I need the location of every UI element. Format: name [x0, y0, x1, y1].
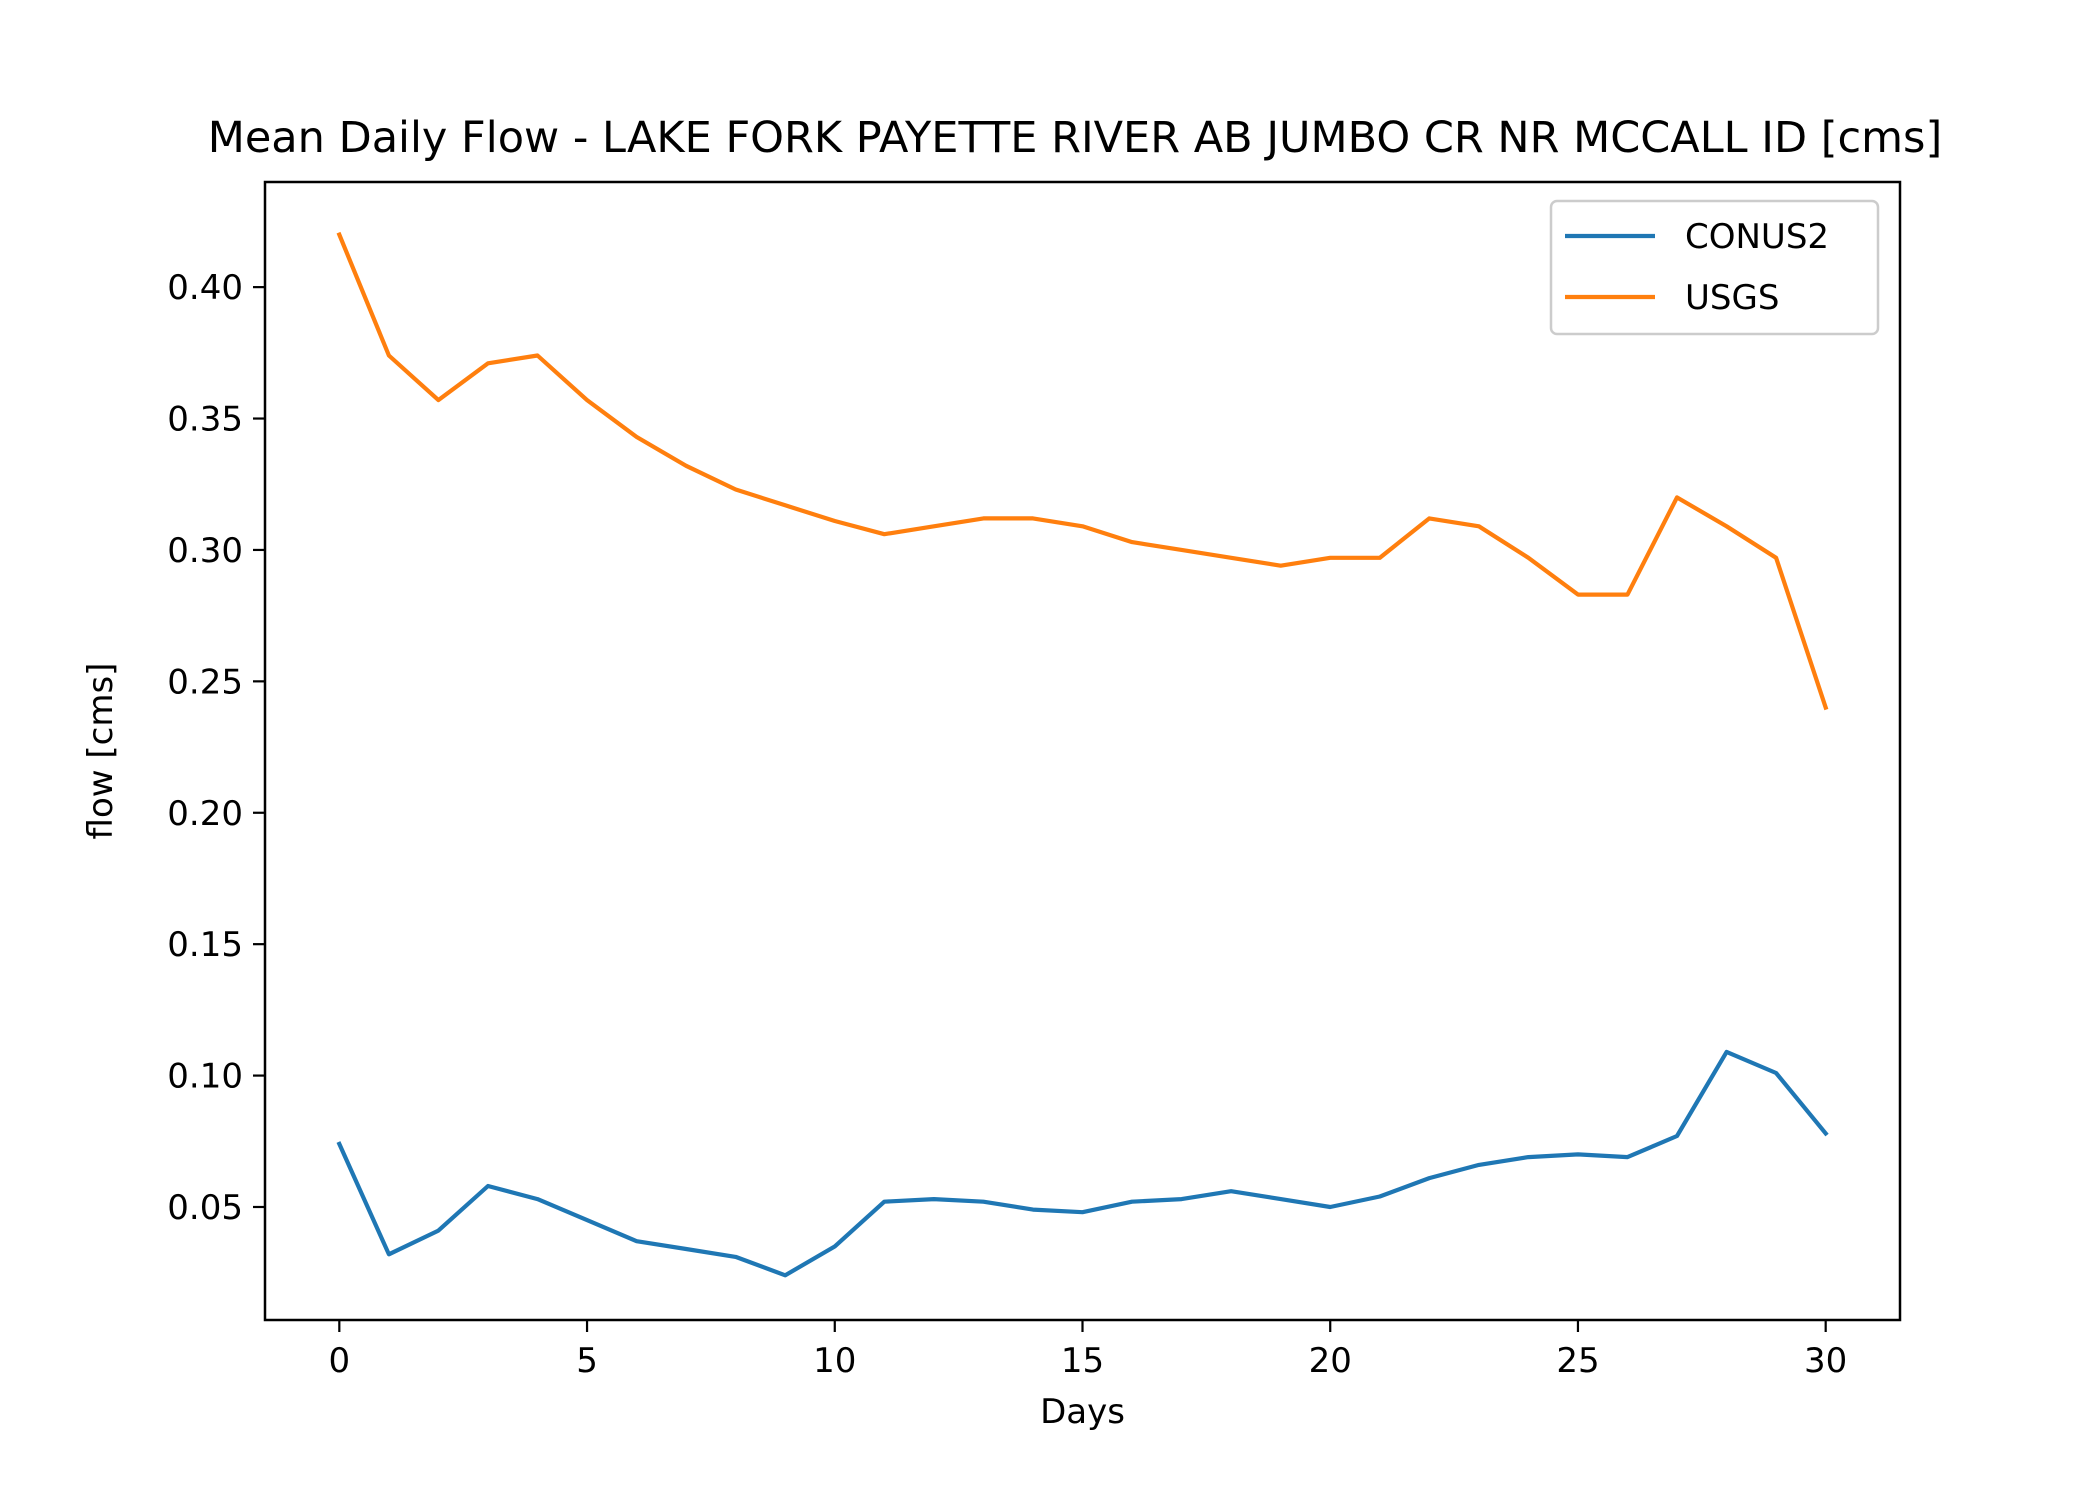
legend-label-usgs: USGS — [1685, 278, 1779, 318]
y-tick-label: 0.40 — [167, 268, 243, 308]
x-tick-label: 5 — [576, 1341, 598, 1381]
series-layer — [336, 231, 1829, 1278]
y-tick-label: 0.30 — [167, 531, 243, 571]
x-axis-label: Days — [1040, 1392, 1125, 1432]
x-tick-label: 10 — [813, 1341, 856, 1381]
x-tick-label: 20 — [1309, 1341, 1352, 1381]
legend: CONUS2 USGS — [1549, 199, 1880, 336]
y-tick-label: 0.20 — [167, 794, 243, 834]
legend-label-conus2: CONUS2 — [1685, 217, 1829, 257]
chart-title: Mean Daily Flow - LAKE FORK PAYETTE RIVE… — [208, 113, 1943, 163]
y-tick-label: 0.05 — [167, 1188, 243, 1228]
x-tick-label: 30 — [1804, 1341, 1847, 1381]
y-axis-label: flow [cms] — [81, 663, 121, 840]
y-tick-label: 0.35 — [167, 400, 243, 440]
series-line-conus2 — [336, 1049, 1829, 1278]
y-tick-label: 0.10 — [167, 1057, 243, 1097]
y-tick-label: 0.25 — [167, 662, 243, 702]
x-tick-label: 15 — [1061, 1341, 1104, 1381]
y-tick-label: 0.15 — [167, 925, 243, 965]
x-tick-label: 0 — [328, 1341, 350, 1381]
x-tick-label: 25 — [1556, 1341, 1599, 1381]
x-axis-ticks: 0 5 10 15 20 25 30 — [328, 1320, 1847, 1381]
series-line-usgs — [336, 231, 1829, 711]
y-axis-ticks: 0.05 0.10 0.15 0.20 0.25 0.30 0.35 0.40 — [167, 268, 265, 1228]
